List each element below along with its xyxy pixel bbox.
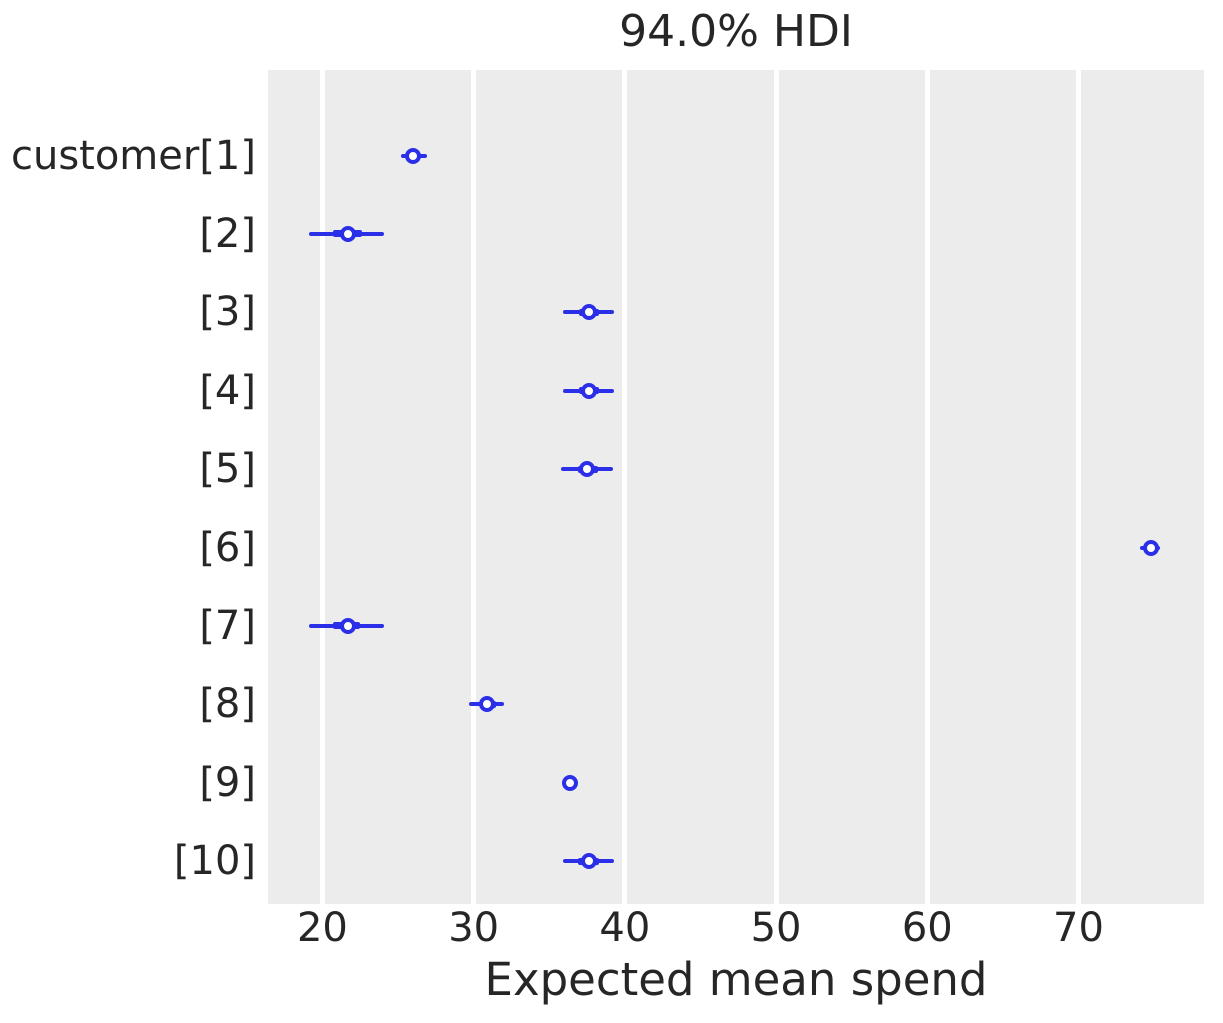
median-marker xyxy=(580,853,597,870)
median-marker xyxy=(580,382,597,399)
median-marker xyxy=(340,617,357,634)
chart-title: 94.0% HDI xyxy=(619,6,853,57)
grid-line xyxy=(319,70,325,904)
x-tick-label: 70 xyxy=(1053,905,1104,951)
y-tick-label: [5] xyxy=(199,446,256,493)
median-marker xyxy=(405,147,422,164)
y-tick-label: [6] xyxy=(199,524,256,571)
x-tick-label: 40 xyxy=(599,905,651,951)
median-marker xyxy=(340,225,357,242)
y-tick-label: customer[1] xyxy=(10,132,256,179)
y-tick-label: [7] xyxy=(199,602,256,649)
median-marker xyxy=(579,461,596,478)
y-tick-label: [3] xyxy=(199,289,256,336)
y-tick-label: [10] xyxy=(173,838,256,885)
median-marker xyxy=(580,304,597,321)
grid-line xyxy=(924,70,930,904)
y-tick-label: [2] xyxy=(199,210,256,257)
y-tick-label: [9] xyxy=(199,759,256,806)
x-tick-label: 20 xyxy=(296,905,348,951)
x-tick-label: 60 xyxy=(901,905,953,951)
y-tick-label: [4] xyxy=(199,367,256,414)
y-tick-label: [8] xyxy=(199,681,256,728)
x-tick-label: 50 xyxy=(750,905,802,951)
plot-area xyxy=(268,70,1204,904)
median-marker xyxy=(479,696,496,713)
x-tick-label: 30 xyxy=(448,905,500,951)
grid-line xyxy=(1075,70,1081,904)
median-marker xyxy=(562,774,579,791)
grid-line xyxy=(471,70,477,904)
grid-line xyxy=(622,70,628,904)
grid-line xyxy=(773,70,779,904)
median-marker xyxy=(1143,539,1160,556)
x-axis-label: Expected mean spend xyxy=(484,953,988,1006)
